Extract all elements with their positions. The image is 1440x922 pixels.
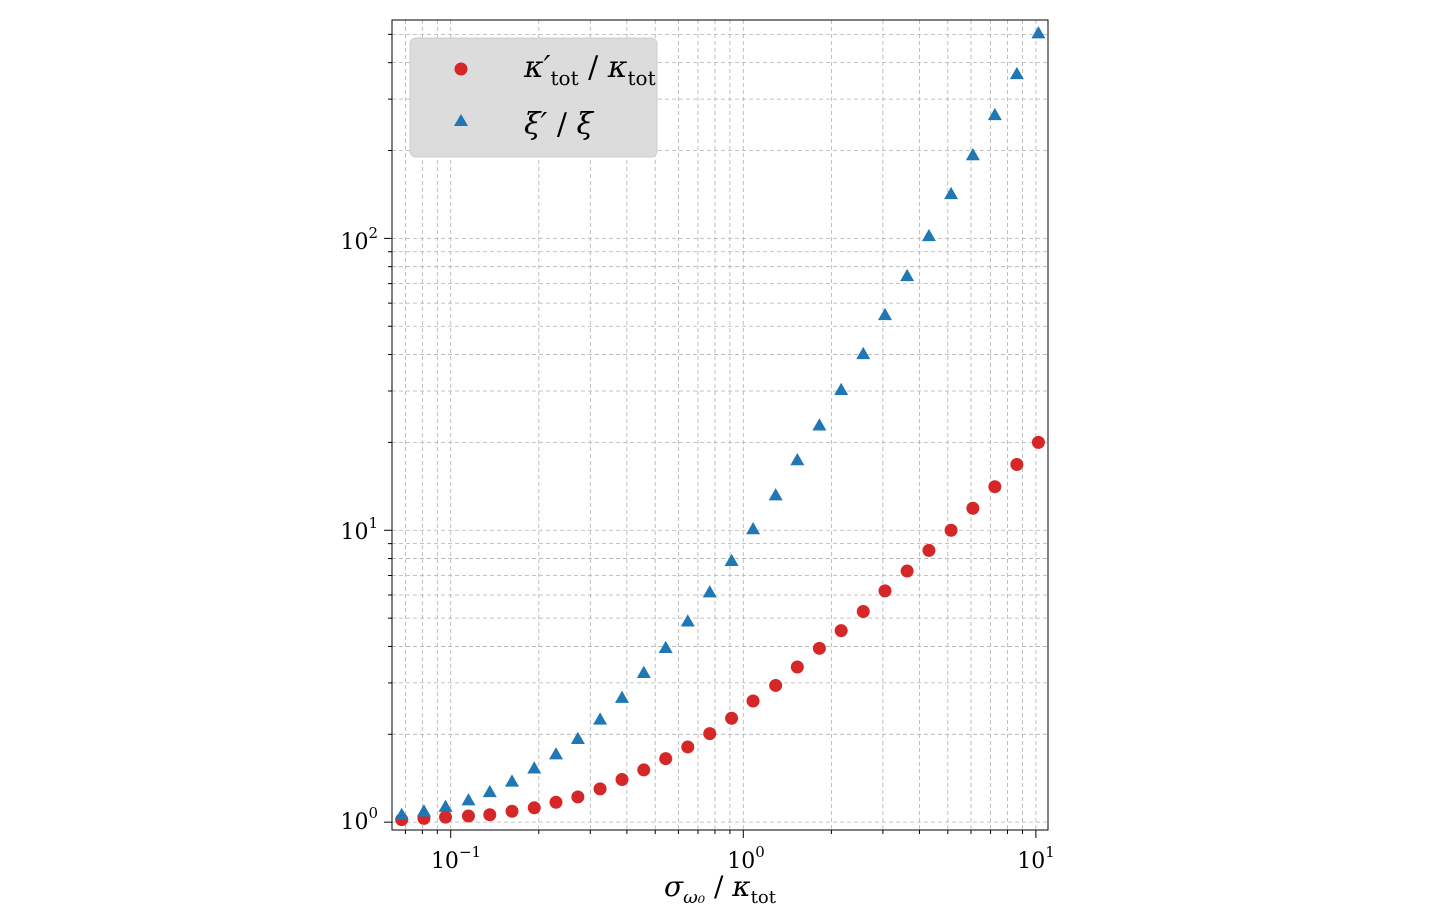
xi-ratio-point xyxy=(702,585,717,598)
kappa-ratio-point xyxy=(812,641,826,655)
xi-ratio-point xyxy=(1009,66,1024,80)
kappa-ratio-point xyxy=(615,773,629,787)
kappa-ratio-point xyxy=(483,808,497,822)
kappa-ratio-point xyxy=(439,810,453,824)
kappa-ratio-point xyxy=(659,752,673,766)
xi-ratio-point xyxy=(1031,26,1046,39)
kappa-ratio-point xyxy=(746,694,760,708)
kappa-ratio-point xyxy=(725,711,739,725)
kappa-ratio-point xyxy=(856,604,870,618)
kappa-ratio-point xyxy=(944,523,958,537)
xi-ratio-point xyxy=(812,418,827,431)
kappa-ratio-point xyxy=(988,480,1002,494)
plot-frame xyxy=(391,19,1049,831)
legend-label-xi: ξ′ / ξ xyxy=(524,107,595,142)
kappa-ratio-point xyxy=(549,795,563,809)
legend-label-kappa: κ′tot / κtot xyxy=(523,50,656,90)
xi-ratio-point xyxy=(482,784,497,798)
xi-ratio-point xyxy=(834,382,849,395)
kappa-ratio-point xyxy=(571,790,585,804)
kappa-ratio-point xyxy=(1031,435,1045,449)
xi-ratio-point xyxy=(724,553,739,567)
xi-ratio-point xyxy=(921,228,936,242)
kappa-ratio-point xyxy=(922,543,936,557)
xi-ratio-point xyxy=(505,774,520,787)
x-tick-label-0: 10−1 xyxy=(431,843,481,874)
xi-ratio-point xyxy=(987,107,1002,121)
legend: κ′tot / κtot ξ′ / ξ xyxy=(409,37,658,158)
xi-ratio-point xyxy=(658,640,673,653)
xi-ratio-point xyxy=(746,522,761,535)
y-tick-label-2: 102 xyxy=(340,224,378,255)
xi-ratio-point xyxy=(416,804,431,817)
kappa-ratio-point xyxy=(593,782,607,796)
xi-ratio-point xyxy=(878,307,893,321)
xi-ratio-point xyxy=(636,665,651,678)
xi-ratio-point xyxy=(570,731,585,745)
x-tick-labels: 10−1 100 101 xyxy=(431,843,1055,874)
grid-lines xyxy=(392,20,1048,830)
xi-ratio-point xyxy=(438,799,453,812)
kappa-ratio-point xyxy=(769,678,783,692)
legend-box xyxy=(409,37,658,158)
xi-ratio-point xyxy=(394,807,409,821)
y-tick-labels: 100 101 102 xyxy=(340,224,378,835)
xi-ratio-point xyxy=(548,747,563,760)
legend-marker-circle xyxy=(454,62,468,76)
x-tick-label-1: 100 xyxy=(727,843,765,874)
xi-ratio-point xyxy=(790,453,805,466)
xi-ratio-point xyxy=(965,148,980,161)
data-points xyxy=(394,26,1046,827)
axis-ticks xyxy=(384,33,1037,838)
xi-ratio-point xyxy=(680,614,695,627)
xi-ratio-point xyxy=(527,761,542,774)
kappa-ratio-point xyxy=(703,727,717,741)
xi-ratio-point xyxy=(615,690,630,703)
kappa-ratio-point xyxy=(834,624,848,638)
kappa-ratio-point xyxy=(637,763,651,777)
kappa-ratio-point xyxy=(461,809,475,823)
kappa-ratio-point xyxy=(527,801,541,815)
kappa-ratio-point xyxy=(878,584,892,598)
xi-ratio-point xyxy=(900,268,915,282)
kappa-ratio-point xyxy=(1010,458,1024,472)
kappa-ratio-point xyxy=(790,660,804,674)
kappa-ratio-point xyxy=(900,564,914,578)
kappa-ratio-point xyxy=(681,740,695,754)
legend-marker-triangle xyxy=(454,114,468,126)
x-tick-label-2: 101 xyxy=(1017,843,1055,874)
kappa-ratio-point xyxy=(966,501,980,515)
y-tick-label-0: 100 xyxy=(340,804,378,835)
xi-ratio-point xyxy=(768,488,783,501)
y-tick-label-1: 101 xyxy=(340,514,378,545)
xi-ratio-point xyxy=(944,186,959,200)
x-axis-label: σω₀ / κtot xyxy=(664,870,777,908)
xi-ratio-point xyxy=(593,712,608,725)
kappa-ratio-point xyxy=(505,804,519,818)
xi-ratio-point xyxy=(856,346,871,360)
xi-ratio-point xyxy=(461,793,476,806)
